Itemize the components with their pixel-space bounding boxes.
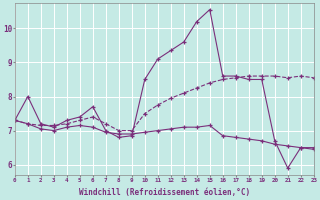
- X-axis label: Windchill (Refroidissement éolien,°C): Windchill (Refroidissement éolien,°C): [79, 188, 250, 197]
